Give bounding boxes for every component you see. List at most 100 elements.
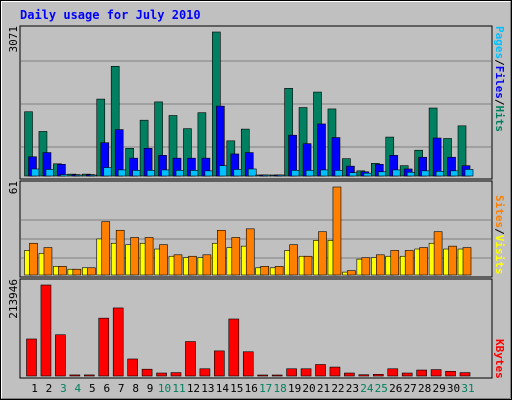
visits-bar-day-25: [375, 254, 385, 276]
kbytes-bar-day-21: [315, 364, 326, 377]
files-bar-day-29: [432, 137, 442, 177]
pages-bar-day-30: [450, 170, 459, 177]
visits-panel-bars: [24, 186, 472, 276]
day-label-22: 22: [331, 382, 344, 395]
kbytes-bar-day-5: [84, 374, 95, 377]
visits-bar-day-7: [115, 229, 125, 276]
day-label-30: 30: [447, 382, 460, 395]
day-label-26: 26: [389, 382, 402, 395]
kbytes-bar-day-16: [242, 351, 254, 377]
kbytes-bar-day-14: [214, 350, 225, 377]
pages-bar-day-28: [421, 170, 430, 177]
files-bar-day-3: [57, 163, 66, 177]
kbytes-bar-day-8: [127, 358, 138, 377]
day-label-31: 31: [461, 382, 474, 395]
day-label-11: 11: [172, 382, 185, 395]
day-label-25: 25: [375, 382, 388, 395]
kbytes-bar-day-20: [300, 368, 312, 377]
pages-bar-day-27: [406, 171, 416, 177]
kbytes-panel-frame: [19, 278, 493, 379]
visits-bar-day-27: [404, 250, 414, 276]
pages-bar-day-1: [31, 168, 40, 177]
visits-bar-day-28: [419, 247, 428, 276]
kbytes-bar-day-11: [170, 372, 182, 377]
day-label-10: 10: [158, 382, 171, 395]
hits-panel-max-label: 3071: [7, 26, 20, 53]
day-label-19: 19: [288, 382, 301, 395]
legend-files: Files: [493, 66, 506, 99]
visits-bar-day-20: [303, 255, 313, 276]
visits-bar-day-6: [101, 221, 111, 276]
kbytes-bar-day-31: [459, 372, 471, 377]
pages-bar-day-6: [103, 167, 113, 177]
kbytes-bar-day-12: [185, 341, 196, 377]
day-label-15: 15: [230, 382, 243, 395]
hits-panel-bars: [24, 31, 474, 177]
day-label-5: 5: [89, 382, 96, 395]
day-label-2: 2: [46, 382, 53, 395]
visits-bar-day-23: [347, 270, 356, 276]
kbytes-bar-day-23: [344, 372, 355, 377]
visits-bar-day-10: [159, 244, 168, 276]
kbytes-bar-day-27: [401, 372, 413, 377]
pages-bar-day-18: [276, 174, 286, 177]
day-label-8: 8: [132, 382, 139, 395]
pages-bar-day-24: [363, 172, 373, 177]
pages-bar-day-22: [334, 170, 344, 177]
visits-bar-day-21: [318, 231, 327, 276]
pages-bar-day-3: [60, 174, 69, 177]
legend-sites: Sites: [493, 195, 506, 228]
kbytes-bar-day-10: [156, 372, 167, 377]
kbytes-bar-day-13: [199, 368, 211, 377]
day-label-29: 29: [432, 382, 445, 395]
day-label-18: 18: [274, 382, 287, 395]
hits-panel: 3071 Pages/Files/Hits: [7, 25, 506, 180]
kbytes-panel-max-label: 213946: [7, 279, 20, 319]
kbytes-bar-day-30: [445, 371, 456, 377]
kbytes-panel-bars: [26, 284, 471, 377]
visits-bar-day-15: [231, 237, 241, 276]
pages-bar-day-20: [305, 170, 315, 177]
day-label-20: 20: [302, 382, 315, 395]
kbytes-bar-day-4: [69, 374, 81, 377]
pages-bar-day-9: [146, 170, 156, 177]
visits-bar-day-13: [202, 254, 212, 276]
visits-bar-day-18: [274, 266, 284, 276]
day-label-1: 1: [31, 382, 38, 395]
hits-panel-legend: Pages/Files/Hits: [493, 26, 506, 132]
visits-bar-day-1: [29, 242, 38, 276]
kbytes-bar-day-7: [112, 307, 124, 377]
visits-bar-day-30: [448, 245, 457, 276]
visits-bar-day-17: [260, 266, 270, 276]
visits-bar-day-31: [462, 247, 472, 276]
day-label-23: 23: [346, 382, 359, 395]
legend-hits: Hits: [493, 106, 506, 133]
day-label-6: 6: [103, 382, 110, 395]
day-label-3: 3: [60, 382, 67, 395]
chart-title: Daily usage for July 2010: [20, 8, 201, 22]
visits-bar-day-24: [361, 257, 371, 276]
kbytes-bar-day-6: [98, 317, 110, 377]
pages-bar-day-5: [89, 174, 98, 177]
visits-bar-day-8: [130, 237, 139, 276]
kbytes-bar-day-22: [329, 366, 341, 377]
kbytes-bar-day-25: [372, 373, 384, 377]
kbytes-bar-day-26: [387, 368, 399, 377]
pages-bar-day-12: [190, 170, 199, 177]
pages-bar-day-13: [204, 170, 214, 177]
pages-bar-day-17: [262, 174, 272, 177]
visits-panel-max-label: 61: [7, 181, 20, 194]
pages-bar-day-11: [175, 170, 185, 177]
visits-bar-day-9: [144, 237, 154, 276]
files-bar-day-19: [288, 134, 297, 177]
pages-bar-day-4: [74, 174, 84, 177]
visits-bar-day-29: [433, 231, 443, 276]
day-label-4: 4: [75, 382, 82, 395]
day-label-9: 9: [147, 382, 154, 395]
kbytes-panel-legend: KBytes: [493, 339, 506, 379]
kbytes-bar-day-29: [430, 369, 442, 377]
day-label-24: 24: [360, 382, 374, 395]
day-label-27: 27: [404, 382, 417, 395]
day-label-28: 28: [418, 382, 431, 395]
